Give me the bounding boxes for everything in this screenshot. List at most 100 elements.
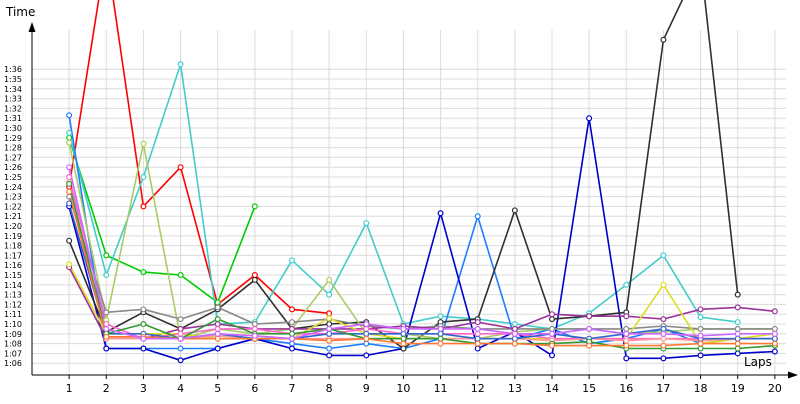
x-tick-label: 17 <box>656 382 670 395</box>
y-tick-label: 1:29 <box>4 134 22 143</box>
x-tick-label: 9 <box>363 382 370 395</box>
x-tick-label: 13 <box>508 382 522 395</box>
data-point <box>474 340 481 347</box>
y-tick-label: 1:20 <box>4 222 22 231</box>
data-point <box>511 335 518 342</box>
data-point <box>177 61 184 68</box>
y-tick-label: 1:06 <box>4 359 22 368</box>
data-point <box>771 325 778 332</box>
y-tick-label: 1:31 <box>4 114 22 123</box>
data-point <box>66 188 73 195</box>
data-point <box>400 340 407 347</box>
data-point <box>586 313 593 320</box>
y-tick-label: 1:32 <box>4 104 22 113</box>
data-point <box>660 330 667 337</box>
data-point <box>437 210 444 217</box>
data-point <box>771 340 778 347</box>
data-point <box>623 342 630 349</box>
data-point <box>140 174 147 181</box>
y-tick-label: 1:10 <box>4 320 22 329</box>
data-point <box>103 272 110 279</box>
data-point <box>177 316 184 323</box>
data-point <box>66 174 73 181</box>
y-tick-label: 1:23 <box>4 193 22 202</box>
data-point <box>326 345 333 352</box>
data-point <box>660 252 667 259</box>
data-point <box>66 200 73 207</box>
y-tick-label: 1:12 <box>4 300 22 309</box>
y-axis-arrow <box>28 22 36 32</box>
data-point <box>103 321 110 328</box>
series-line <box>68 183 775 350</box>
series-line <box>68 117 775 362</box>
data-point <box>326 276 333 283</box>
data-point <box>363 325 370 332</box>
data-point <box>734 304 741 311</box>
data-point <box>103 333 110 340</box>
data-point <box>660 36 667 43</box>
data-point <box>660 316 667 323</box>
data-point <box>326 315 333 322</box>
data-point <box>734 291 741 298</box>
data-point <box>289 330 296 337</box>
data-point <box>548 316 555 323</box>
data-point <box>103 252 110 259</box>
data-point <box>734 319 741 326</box>
y-tick-label: 1:35 <box>4 75 22 84</box>
data-point <box>400 345 407 352</box>
data-point <box>511 207 518 214</box>
data-point <box>734 340 741 347</box>
data-point <box>289 257 296 264</box>
x-tick-label: 3 <box>140 382 147 395</box>
data-point <box>734 345 741 352</box>
data-point <box>326 310 333 317</box>
data-point <box>474 213 481 220</box>
data-point <box>140 321 147 328</box>
data-point <box>363 340 370 347</box>
data-point <box>437 325 444 332</box>
x-tick-label: 1 <box>66 382 73 395</box>
y-tick-label: 1:11 <box>4 310 22 319</box>
x-tick-label: 8 <box>326 382 333 395</box>
data-point <box>214 299 221 306</box>
data-point <box>177 335 184 342</box>
data-point <box>214 330 221 337</box>
data-point <box>326 337 333 344</box>
data-point <box>586 115 593 122</box>
y-tick-label: 1:16 <box>4 261 22 270</box>
data-point <box>66 129 73 136</box>
data-point <box>548 325 555 332</box>
series-line <box>68 191 775 347</box>
data-point <box>66 164 73 171</box>
data-point <box>177 325 184 332</box>
data-point <box>623 325 630 332</box>
series-line <box>68 0 330 315</box>
x-tick-label: 11 <box>434 382 448 395</box>
data-point <box>734 325 741 332</box>
data-point <box>103 345 110 352</box>
data-point <box>214 304 221 311</box>
data-point <box>177 357 184 364</box>
x-axis-arrow <box>788 371 798 379</box>
data-point <box>623 337 630 344</box>
data-point <box>66 193 73 200</box>
data-point <box>586 325 593 332</box>
x-tick-label: 18 <box>694 382 708 395</box>
y-tick-labels: 1:061:071:081:091:101:111:121:131:141:15… <box>4 65 22 368</box>
data-point <box>177 272 184 279</box>
data-point <box>66 139 73 146</box>
x-tick-label: 15 <box>582 382 596 395</box>
data-point <box>623 355 630 362</box>
data-point <box>697 345 704 352</box>
data-point <box>177 330 184 337</box>
y-tick-label: 1:13 <box>4 291 22 300</box>
data-point <box>697 306 704 313</box>
data-point <box>103 309 110 316</box>
data-point <box>177 345 184 352</box>
x-tick-label: 10 <box>396 382 410 395</box>
data-point <box>214 321 221 328</box>
data-point <box>771 308 778 315</box>
data-point <box>326 325 333 332</box>
x-tick-label: 14 <box>545 382 559 395</box>
x-tick-label: 7 <box>289 382 296 395</box>
